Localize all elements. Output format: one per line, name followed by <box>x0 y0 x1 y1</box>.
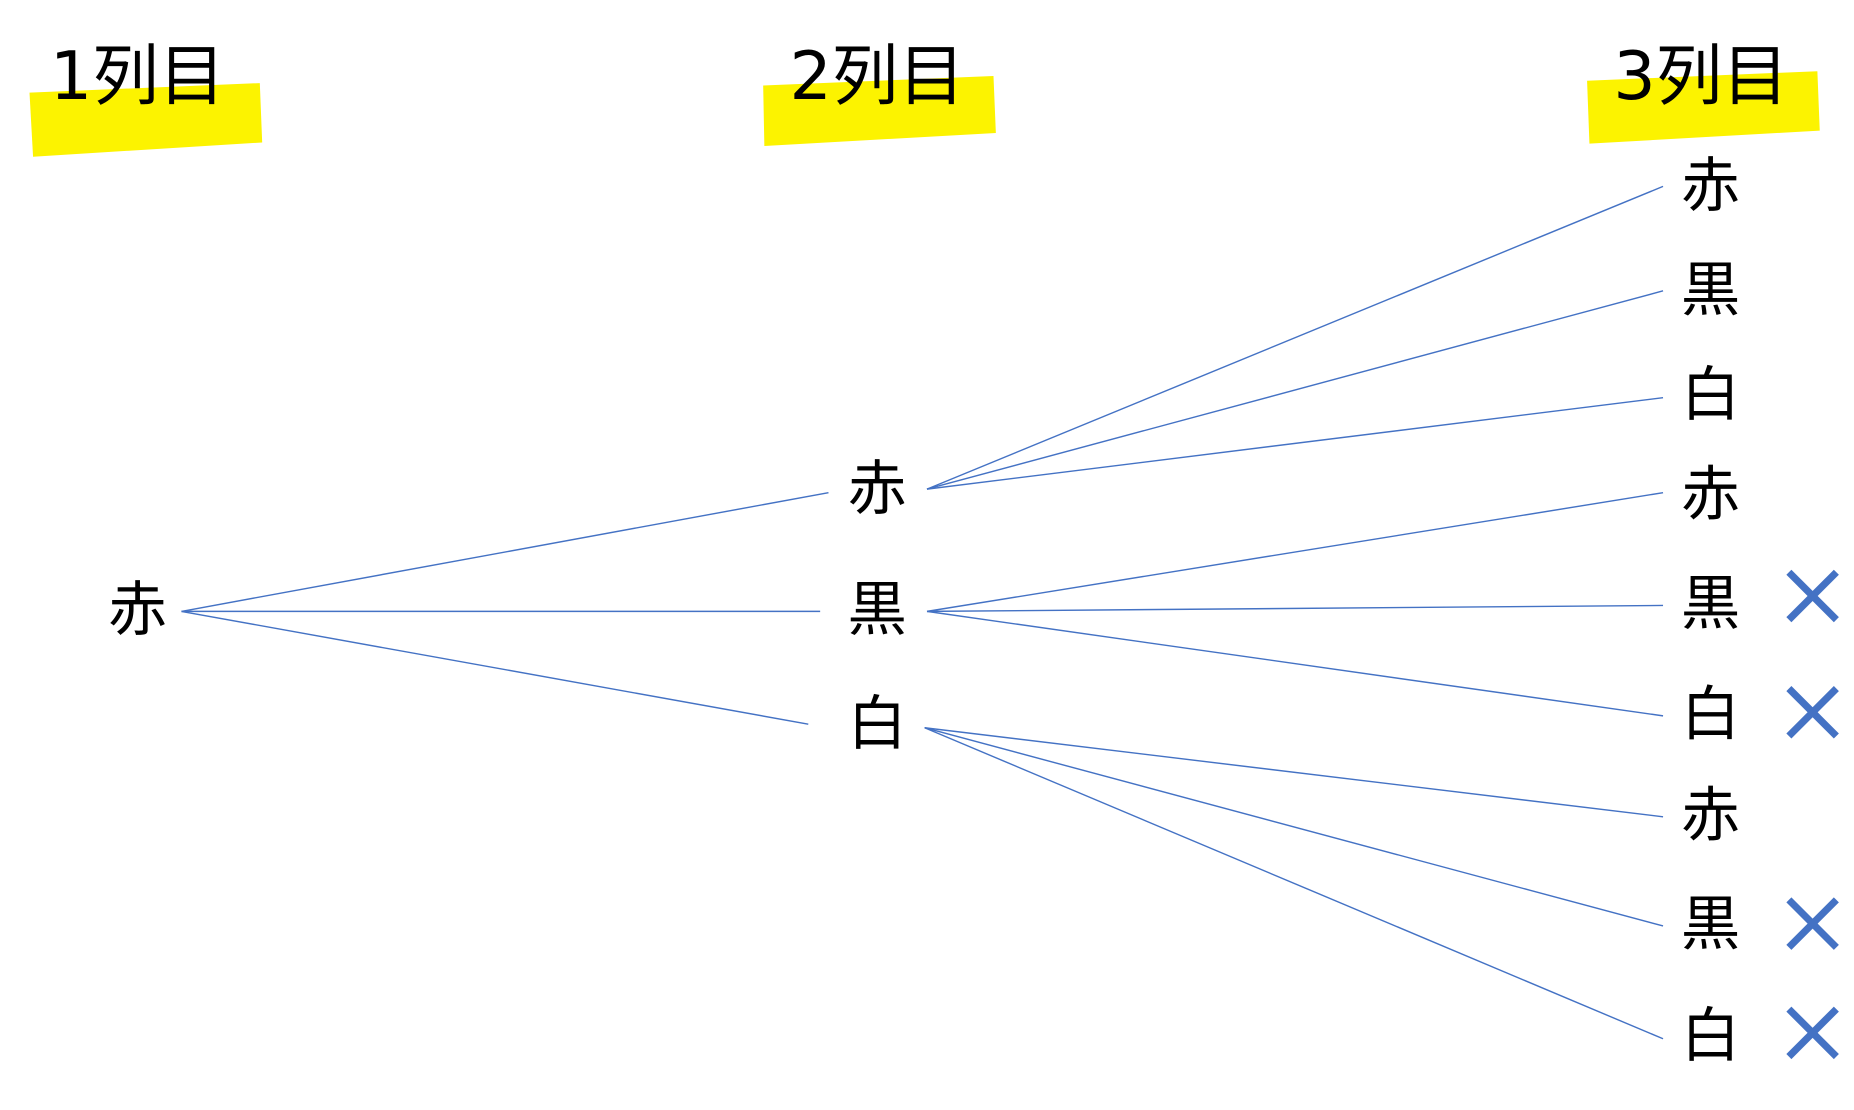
edge <box>924 727 1664 1040</box>
edge <box>181 491 829 613</box>
header-highlight <box>763 75 996 147</box>
cross-mark <box>1786 686 1839 739</box>
header-highlight <box>1587 71 1820 144</box>
node-label: 黒 <box>1681 256 1740 325</box>
cross-mark <box>1786 1006 1839 1060</box>
column-header: 3列目 <box>1613 37 1788 115</box>
edge <box>926 604 1664 613</box>
node-label: 赤 <box>1681 151 1740 220</box>
node-label: 赤 <box>108 575 167 644</box>
edge <box>926 290 1664 490</box>
cross-mark <box>1786 897 1839 950</box>
node-label: 白 <box>1681 1001 1740 1070</box>
node-label: 白 <box>1681 360 1740 429</box>
node-label: 白 <box>1681 679 1740 748</box>
node-label: 黒 <box>1681 889 1740 958</box>
column-header: 1列目 <box>50 37 225 115</box>
edge <box>181 610 809 725</box>
cross-mark <box>1786 569 1839 623</box>
edge <box>924 727 1664 818</box>
highlights <box>29 71 1820 157</box>
node-label: 白 <box>847 689 906 758</box>
node-label: 赤 <box>847 454 906 523</box>
node-label: 黒 <box>1681 569 1740 638</box>
header-highlight <box>29 83 263 157</box>
edge <box>926 610 1664 717</box>
edge <box>924 727 1664 927</box>
cross-marks <box>1786 569 1839 1060</box>
edge <box>926 491 1664 613</box>
edges <box>181 185 1664 1040</box>
node-label: 黒 <box>847 575 906 644</box>
node-label: 赤 <box>1681 460 1740 529</box>
node-label: 赤 <box>1681 780 1740 849</box>
column-header: 2列目 <box>790 37 965 115</box>
edge <box>926 185 1664 490</box>
edge <box>926 396 1664 490</box>
